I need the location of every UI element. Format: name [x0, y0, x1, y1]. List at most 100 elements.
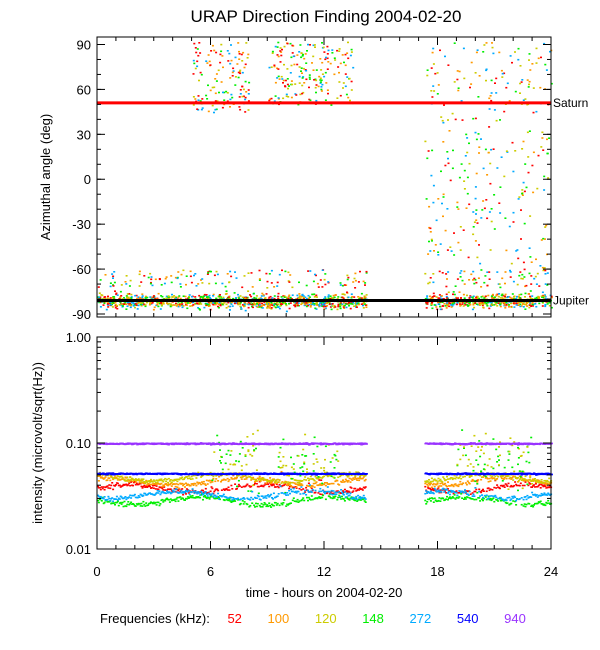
- data-point: [265, 293, 268, 295]
- data-point: [464, 492, 467, 494]
- data-point: [214, 100, 217, 102]
- data-point: [234, 463, 237, 466]
- data-point: [424, 140, 427, 143]
- data-point: [169, 479, 172, 481]
- data-point: [277, 98, 280, 100]
- data-point: [522, 261, 525, 264]
- data-point: [473, 498, 476, 501]
- data-point: [152, 308, 155, 311]
- data-point: [475, 488, 478, 491]
- data-point: [492, 293, 494, 296]
- data-point: [241, 71, 244, 74]
- data-point: [300, 303, 303, 306]
- data-point: [216, 301, 219, 304]
- data-point: [358, 489, 361, 491]
- data-point: [330, 489, 333, 492]
- data-point: [330, 104, 333, 106]
- data-point: [262, 477, 265, 480]
- data-point: [478, 490, 481, 493]
- data-point: [279, 446, 282, 449]
- data-point: [181, 303, 184, 305]
- data-point: [356, 498, 359, 501]
- data-point: [522, 306, 525, 308]
- data-point: [455, 492, 458, 494]
- data-point: [309, 44, 311, 46]
- data-point: [280, 75, 283, 78]
- data-point: [463, 188, 466, 190]
- data-point: [319, 476, 322, 479]
- data-point: [240, 306, 242, 309]
- data-point: [452, 477, 455, 480]
- data-point: [464, 304, 467, 306]
- data-point: [237, 483, 240, 486]
- data-point: [478, 244, 480, 246]
- data-point: [495, 77, 498, 80]
- data-point: [455, 490, 458, 492]
- data-point: [246, 497, 249, 500]
- data-point: [341, 481, 343, 483]
- data-point: [520, 293, 523, 296]
- data-point: [329, 497, 332, 499]
- data-point: [324, 445, 327, 448]
- data-point: [535, 258, 537, 261]
- data-point: [157, 292, 160, 295]
- data-point: [475, 281, 478, 284]
- data-point: [245, 484, 248, 487]
- data-point: [546, 502, 549, 505]
- data-point: [276, 485, 279, 488]
- data-point: [255, 447, 257, 450]
- data-point: [528, 272, 531, 275]
- data-point: [482, 167, 485, 170]
- data-point: [487, 487, 490, 489]
- data-point: [180, 498, 183, 500]
- data-point: [314, 482, 317, 485]
- data-point: [428, 479, 430, 481]
- data-point: [114, 303, 117, 306]
- data-point: [337, 66, 340, 68]
- data-point: [481, 303, 484, 305]
- data-point: [173, 490, 176, 493]
- data-point: [244, 63, 247, 66]
- data-point: [181, 482, 184, 485]
- data-point: [171, 293, 173, 296]
- data-point: [277, 466, 280, 468]
- data-point: [528, 80, 531, 83]
- data-point: [323, 75, 326, 78]
- data-point: [267, 494, 270, 496]
- data-point: [546, 272, 549, 274]
- data-point: [347, 475, 350, 477]
- data-point: [301, 466, 304, 468]
- data-point: [490, 208, 493, 210]
- data-point: [527, 293, 530, 295]
- data-point: [286, 492, 289, 494]
- data-point: [133, 493, 136, 496]
- data-point: [541, 131, 544, 134]
- data-point: [346, 303, 349, 305]
- data-point: [196, 481, 199, 484]
- data-point: [522, 498, 525, 501]
- data-point: [507, 475, 510, 477]
- data-point: [202, 482, 204, 485]
- data-point: [160, 478, 163, 480]
- data-point: [475, 209, 478, 211]
- data-point: [348, 77, 351, 80]
- data-point: [183, 483, 186, 485]
- data-point: [494, 478, 497, 481]
- data-point: [337, 303, 340, 306]
- data-point: [525, 284, 528, 287]
- data-point: [301, 498, 304, 501]
- data-point: [229, 305, 232, 308]
- data-point: [216, 100, 219, 102]
- data-point: [143, 484, 146, 487]
- data-point: [474, 474, 477, 477]
- data-point: [475, 213, 477, 215]
- data-point: [138, 301, 141, 304]
- data-point: [426, 492, 429, 494]
- data-point: [440, 116, 443, 118]
- data-point: [459, 298, 462, 300]
- data-point: [283, 295, 286, 297]
- data-point: [268, 307, 271, 309]
- data-point: [531, 164, 534, 167]
- data-point: [342, 498, 345, 500]
- data-point: [464, 489, 466, 491]
